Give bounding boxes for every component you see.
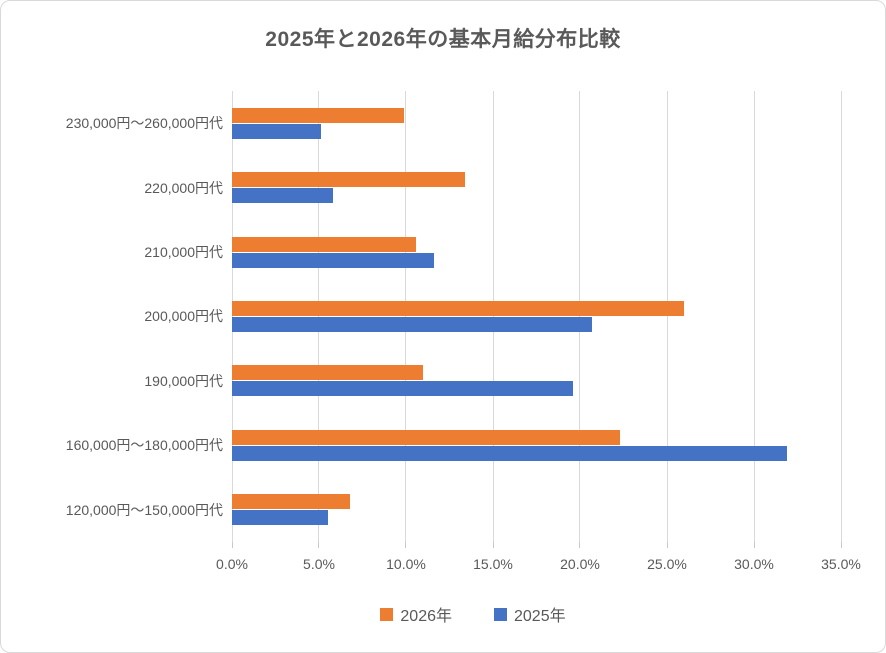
bar-group <box>232 155 841 219</box>
bar-2025年 <box>232 381 574 397</box>
x-tick-label: 30.0% <box>734 556 774 572</box>
bar-2025年 <box>232 123 321 139</box>
axis-tick <box>231 542 233 548</box>
legend-swatch <box>494 607 507 621</box>
gridline <box>318 91 320 542</box>
x-tick-label: 10.0% <box>386 556 426 572</box>
legend-label: 2025年 <box>514 608 566 625</box>
bar-2026年 <box>232 429 621 445</box>
bar-2026年 <box>232 365 424 381</box>
gridline <box>579 91 581 542</box>
bar-2026年 <box>232 172 466 188</box>
category-label: 160,000円〜180,000円代 <box>65 437 223 454</box>
axis-tick <box>666 542 668 548</box>
axis-tick <box>492 542 494 548</box>
axis-tick <box>579 542 581 548</box>
gridline <box>753 91 755 542</box>
bar-2026年 <box>232 494 351 510</box>
bar-group <box>232 413 841 477</box>
gridline <box>492 91 494 542</box>
x-tick-label: 15.0% <box>473 556 513 572</box>
bar-group <box>232 284 841 348</box>
x-tick-label: 20.0% <box>560 556 600 572</box>
gridline <box>666 91 668 542</box>
legend-item: 2025年 <box>494 602 566 626</box>
legend-item: 2026年 <box>380 602 452 626</box>
plot-area <box>231 91 842 542</box>
category-label: 120,000円〜150,000円代 <box>65 501 223 518</box>
chart-title: 2025年と2026年の基本月給分布比較 <box>265 28 621 51</box>
bar-rows <box>232 91 841 542</box>
gridline <box>840 91 842 542</box>
axis-tick <box>405 542 407 548</box>
x-tick-label: 0.0% <box>216 556 248 572</box>
bar-group <box>232 349 841 413</box>
category-label: 230,000円〜260,000円代 <box>65 115 223 132</box>
legend-swatch <box>380 607 394 621</box>
x-tick-label: 35.0% <box>821 556 861 572</box>
x-tick-label: 5.0% <box>303 556 335 572</box>
bar-2025年 <box>232 510 328 526</box>
bar-2026年 <box>232 300 685 316</box>
category-axis: 230,000円〜260,000円代 220,000円代 210,000円代 200,… <box>1 91 232 542</box>
bar-2026年 <box>232 107 405 123</box>
category-label: 200,000円代 <box>144 308 223 325</box>
bar-2025年 <box>232 188 333 204</box>
bar-2025年 <box>232 316 593 332</box>
axis-tick <box>840 542 842 548</box>
gridline <box>405 91 407 542</box>
category-label: 190,000円代 <box>144 372 223 389</box>
bar-group <box>232 91 841 155</box>
legend: 2026年 2025年 <box>31 602 885 626</box>
bar-2025年 <box>232 445 788 461</box>
x-tick-label: 25.0% <box>647 556 687 572</box>
category-label: 220,000円代 <box>144 179 223 196</box>
gridline <box>231 91 233 542</box>
bar-2026年 <box>232 236 417 252</box>
bar-group <box>232 478 841 542</box>
axis-tick <box>753 542 755 548</box>
legend-label: 2026年 <box>400 608 452 625</box>
category-label: 210,000円代 <box>144 244 223 261</box>
bar-2025年 <box>232 252 434 268</box>
bar-group <box>232 220 841 284</box>
x-axis: 0.0% 5.0% 10.0% 15.0% 20.0% 25.0% 30.0% 35.0% <box>216 542 861 582</box>
axis-tick <box>318 542 320 548</box>
